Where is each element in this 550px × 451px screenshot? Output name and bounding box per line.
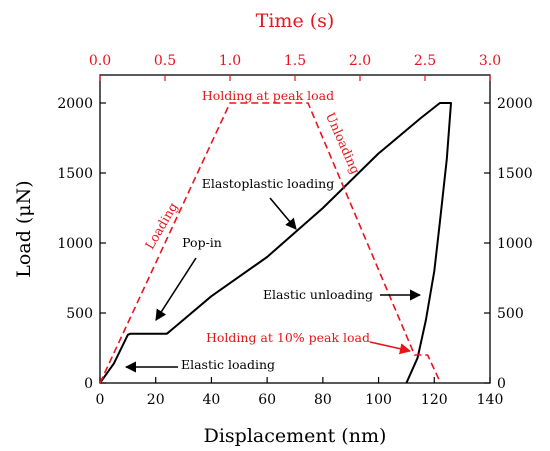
- y2-tick-label: 2000: [497, 96, 533, 112]
- x2-tick-label: 0.0: [89, 53, 111, 69]
- y-axis-title: Load (μN): [13, 180, 35, 277]
- y-tick-label: 1000: [57, 236, 93, 252]
- x-axis-ticks: 0 20 40 60 80 100 120 140: [96, 377, 504, 408]
- x2-axis-ticks: 0.0 0.5 1.0 1.5 2.0 2.5 3.0: [89, 53, 501, 81]
- series-layer: [99, 102, 452, 384]
- x2-tick-label: 1.0: [219, 53, 241, 69]
- x2-tick-label: 2.5: [414, 53, 436, 69]
- x-tick-label: 20: [147, 392, 165, 408]
- x2-tick-label: 0.5: [154, 53, 176, 69]
- x2-tick-label: 1.5: [284, 53, 306, 69]
- y2-tick-label: 1500: [497, 166, 533, 182]
- x2-tick-label: 2.0: [349, 53, 371, 69]
- annotation-holding-10pct: Holding at 10% peak load: [206, 330, 370, 345]
- y-axis-ticks: 0 500 1000 1500 2000: [57, 96, 106, 392]
- series-line-displacement: [99, 102, 452, 384]
- arrow-elastoplastic: [269, 197, 297, 230]
- x-tick-label: 140: [477, 392, 504, 408]
- y2-axis-ticks: 0 500 1000 1500 2000: [484, 96, 533, 392]
- x-tick-label: 100: [365, 392, 392, 408]
- arrow-pop-in: [155, 257, 197, 321]
- x-tick-label: 0: [96, 392, 105, 408]
- annotation-elastic-unloading: Elastic unloading: [263, 287, 373, 302]
- x-axis-title: Displacement (nm): [204, 425, 387, 447]
- annotation-unloading: Unloading: [323, 110, 363, 176]
- series-line-time: [99, 102, 442, 384]
- y2-tick-label: 1000: [497, 236, 533, 252]
- annotation-pop-in: Pop-in: [182, 235, 222, 250]
- x2-axis-title: Time (s): [256, 10, 335, 32]
- y2-tick-label: 500: [497, 306, 524, 322]
- y-tick-label: 1500: [57, 166, 93, 182]
- arrow-holding-10pct: [369, 341, 412, 355]
- x-tick-label: 80: [314, 392, 332, 408]
- x-tick-label: 40: [203, 392, 221, 408]
- annotation-loading: Loading: [142, 200, 181, 252]
- x-tick-label: 60: [258, 392, 276, 408]
- y-tick-label: 2000: [57, 96, 93, 112]
- x2-tick-label: 3.0: [479, 53, 501, 69]
- y-tick-label: 500: [66, 306, 93, 322]
- y-tick-label: 0: [84, 376, 93, 392]
- y2-tick-label: 0: [497, 376, 506, 392]
- annotation-holding-peak: Holding at peak load: [202, 88, 334, 103]
- x-tick-label: 120: [421, 392, 448, 408]
- annotation-elastic-loading: Elastic loading: [181, 357, 275, 372]
- annotation-elastoplastic-loading: Elastoplastic loading: [202, 176, 334, 191]
